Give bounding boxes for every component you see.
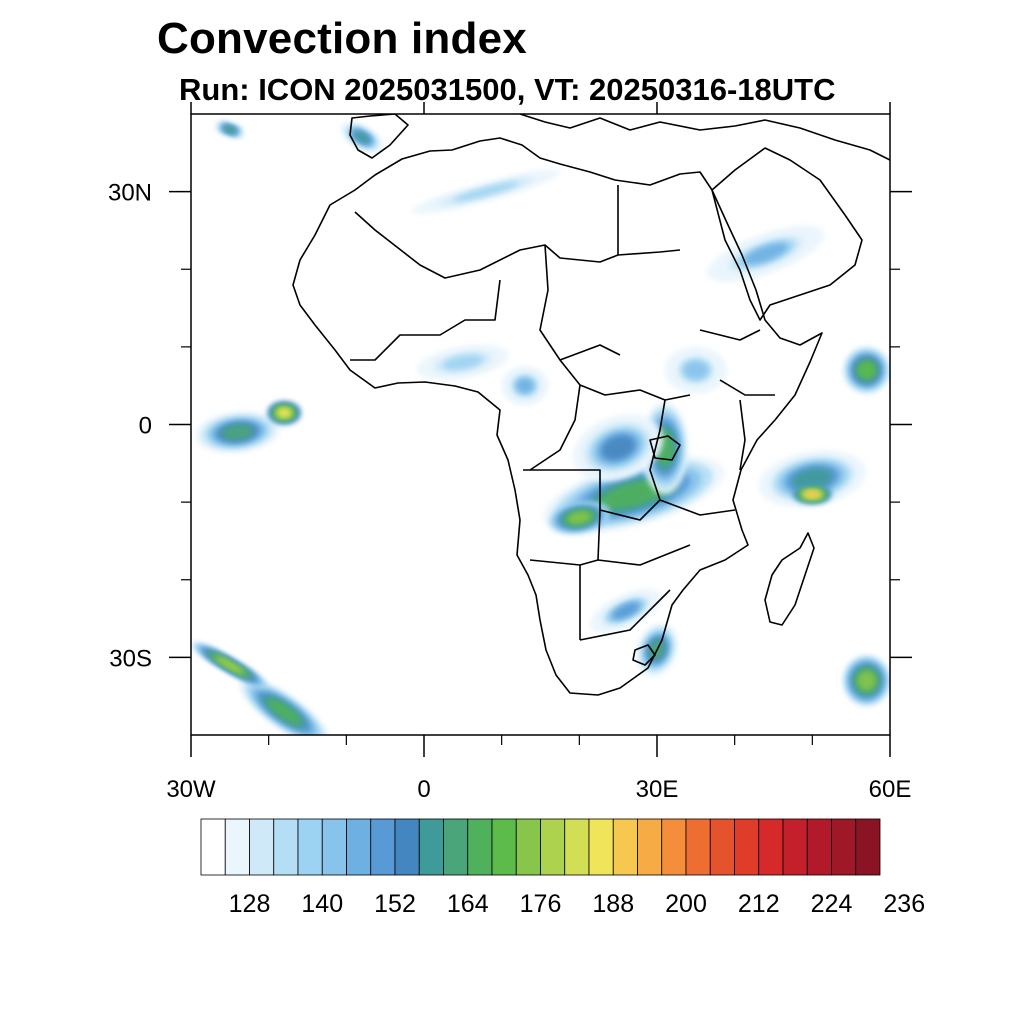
- colorbar-swatch: [224, 818, 250, 876]
- x-tick-label: 60E: [869, 776, 912, 803]
- colorbar-swatch: [855, 818, 881, 876]
- iberia-coastline: [349, 114, 409, 159]
- colorbar-swatch: [588, 818, 614, 876]
- colorbar-swatch: [273, 818, 299, 876]
- convection-region: [706, 225, 825, 282]
- convection-region: [238, 677, 330, 735]
- colorbar-swatch: [321, 818, 347, 876]
- colorbar-swatch: [685, 818, 711, 876]
- convection-region: [416, 345, 509, 380]
- colorbar-swatch: [661, 818, 687, 876]
- colorbar-label: 212: [738, 890, 780, 918]
- x-tick-label: 30W: [166, 776, 216, 803]
- colorbar-swatch: [491, 818, 517, 876]
- lesotho-border: [632, 644, 656, 666]
- chart-title: Convection index: [157, 14, 527, 63]
- convection-region: [501, 366, 549, 406]
- colorbar-swatch: [249, 818, 275, 876]
- arabia-coastline: [711, 147, 863, 321]
- colorbar: 128 140 152 164 176 188 200 212 224 236: [200, 818, 925, 918]
- colorbar-label: 140: [301, 890, 343, 918]
- colorbar-swatch: [612, 818, 638, 876]
- colorbar-swatch: [418, 818, 444, 876]
- colorbar-swatch: [758, 818, 784, 876]
- madagascar-coastline: [764, 532, 815, 626]
- colorbar-swatch: [515, 818, 541, 876]
- convection-region: [843, 655, 890, 706]
- colorbar-swatch: [467, 818, 493, 876]
- colorbar-swatch: [709, 818, 735, 876]
- convection-region: [192, 642, 268, 688]
- convection-region: [195, 411, 281, 453]
- colorbar-label: 188: [592, 890, 634, 918]
- y-tick-label: 0: [139, 413, 152, 440]
- chart-subtitle: Run: ICON 2025031500, VT: 20250316-18UTC: [179, 72, 836, 107]
- x-tick-label: 30E: [636, 776, 679, 803]
- colorbar-swatch: [734, 818, 760, 876]
- convection-region: [548, 501, 611, 534]
- coastlines-and-borders: [292, 114, 890, 696]
- convection-region: [267, 401, 302, 425]
- colorbar-label: 152: [374, 890, 416, 918]
- map-background: [191, 114, 890, 735]
- colorbar-swatch: [443, 818, 469, 876]
- colorbar-swatch: [200, 818, 226, 876]
- colorbar-swatch: [540, 818, 566, 876]
- colorbar-swatch: [564, 818, 590, 876]
- convection-region: [664, 346, 727, 394]
- colorbar-swatch: [394, 818, 420, 876]
- colorbar-swatch: [637, 818, 663, 876]
- axis-ticks: 30W 0 30E 60E 30N 0 30S: [108, 102, 912, 803]
- convection-region: [843, 346, 890, 394]
- country-borders: [350, 185, 775, 641]
- colorbar-label: 128: [229, 890, 271, 918]
- colorbar-swatch: [297, 818, 323, 876]
- colorbar-label: 200: [665, 890, 707, 918]
- y-tick-label: 30S: [109, 645, 152, 672]
- lake-victoria: [649, 435, 681, 461]
- x-tick-label: 0: [417, 776, 430, 803]
- convection-region: [411, 169, 562, 214]
- convection-region: [214, 120, 245, 139]
- colorbar-label: 176: [520, 890, 562, 918]
- colorbar-label: 164: [447, 890, 489, 918]
- europe-coastline: [519, 114, 890, 161]
- y-tick-label: 30N: [108, 180, 152, 207]
- convection-region: [590, 589, 662, 633]
- colorbar-swatch: [782, 818, 808, 876]
- colorbar-swatch: [370, 818, 396, 876]
- colorbar-swatch: [346, 818, 372, 876]
- colorbar-label: 236: [883, 890, 925, 918]
- convection-region: [573, 414, 664, 482]
- africa-coastline: [292, 137, 823, 696]
- convection-region: [792, 485, 832, 504]
- colorbar-swatch: [831, 818, 857, 876]
- colorbar-label: 224: [811, 890, 853, 918]
- colorbar-swatch: [806, 818, 832, 876]
- convection-region: [758, 450, 867, 508]
